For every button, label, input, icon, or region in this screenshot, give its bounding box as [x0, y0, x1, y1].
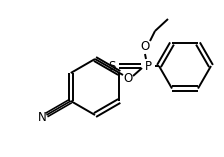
Text: P: P	[144, 60, 151, 73]
Text: S: S	[108, 60, 116, 73]
Text: O: O	[140, 41, 150, 54]
Text: O: O	[123, 73, 133, 86]
Text: N: N	[38, 111, 47, 124]
